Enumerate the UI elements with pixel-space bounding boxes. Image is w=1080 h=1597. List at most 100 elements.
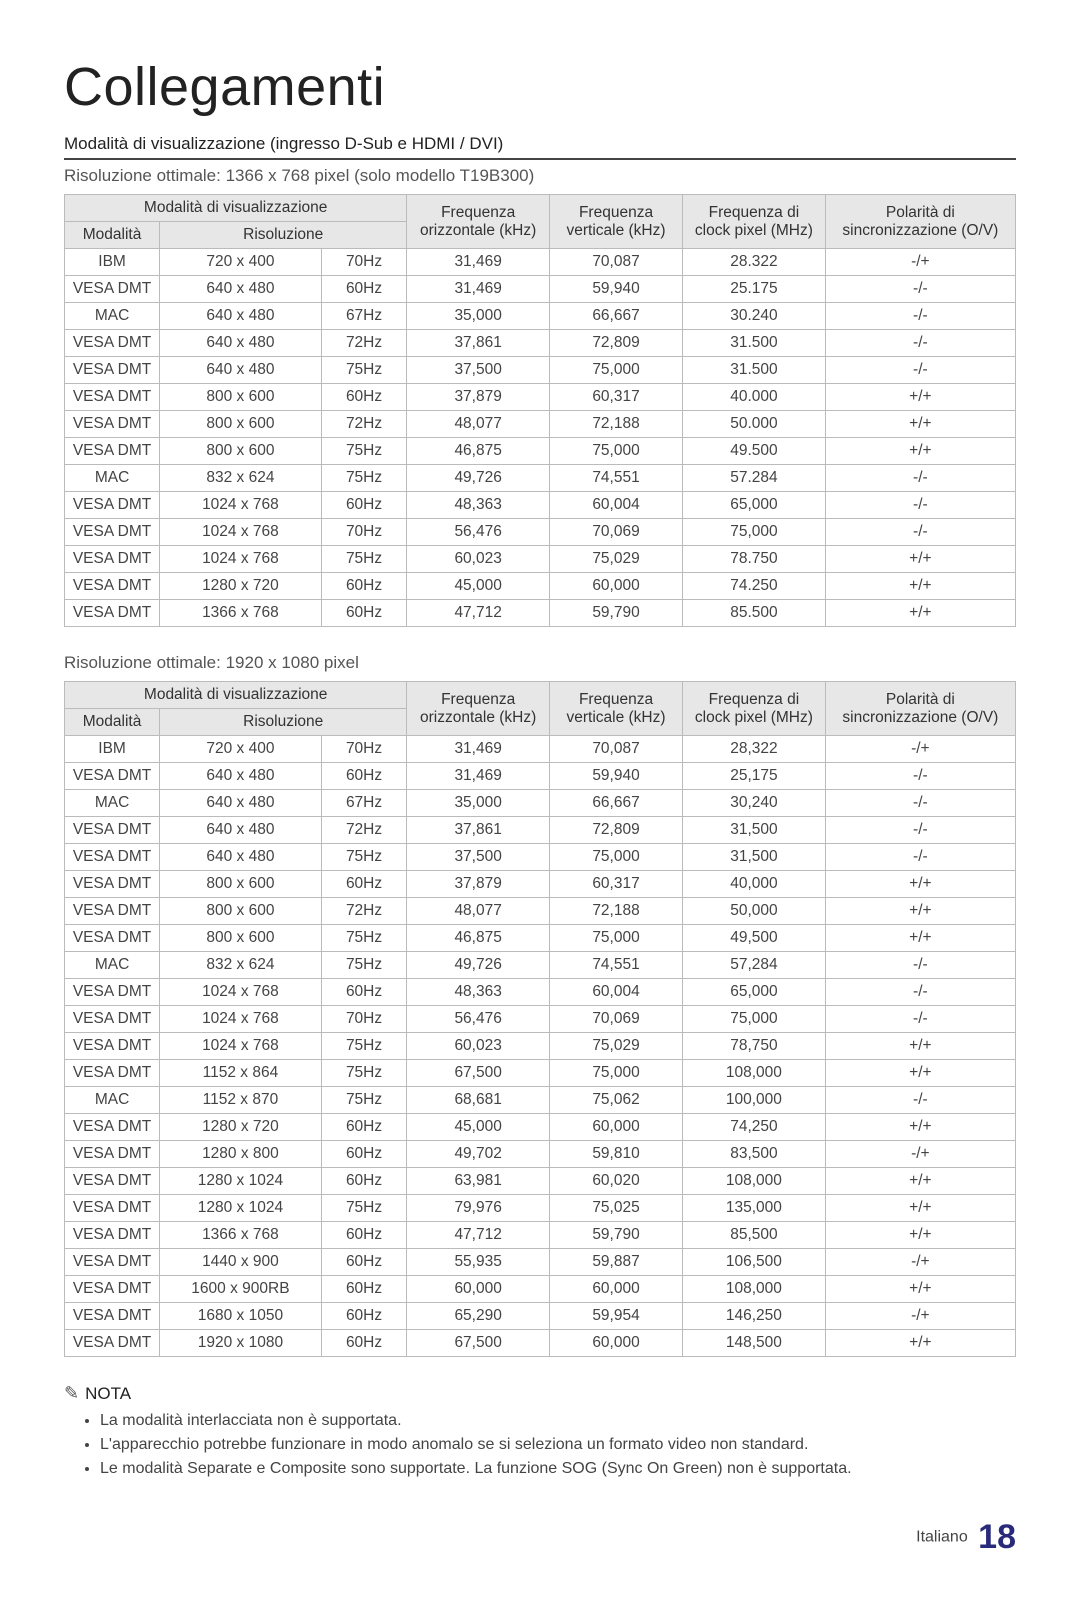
table-row: VESA DMT640 x 48072Hz37,86172,80931.500-… — [65, 330, 1016, 357]
table-cell: 78,750 — [683, 1033, 826, 1060]
table-cell: 72Hz — [321, 330, 407, 357]
table2-caption: Risoluzione ottimale: 1920 x 1080 pixel — [64, 653, 1016, 673]
table-cell: 1680 x 1050 — [160, 1303, 322, 1330]
table-cell: 108,000 — [683, 1276, 826, 1303]
table-cell: VESA DMT — [65, 384, 160, 411]
table-cell: -/- — [825, 1087, 1015, 1114]
table-row: VESA DMT1152 x 86475Hz67,50075,000108,00… — [65, 1060, 1016, 1087]
table-cell: 85,500 — [683, 1222, 826, 1249]
table-cell: 50.000 — [683, 411, 826, 438]
table-row: MAC640 x 48067Hz35,00066,66730,240-/- — [65, 790, 1016, 817]
page-footer: Italiano 18 — [64, 1518, 1016, 1557]
table-cell: 75Hz — [321, 1087, 407, 1114]
table-cell: 75Hz — [321, 546, 407, 573]
table-cell: +/+ — [825, 1114, 1015, 1141]
table-cell: +/+ — [825, 1330, 1015, 1357]
table1-body: IBM720 x 40070Hz31,46970,08728.322-/+VES… — [65, 249, 1016, 627]
table-row: MAC832 x 62475Hz49,72674,55157,284-/- — [65, 952, 1016, 979]
table-cell: 640 x 480 — [160, 303, 322, 330]
table-cell: +/+ — [825, 1168, 1015, 1195]
table-cell: 1600 x 900RB — [160, 1276, 322, 1303]
table-cell: 46,875 — [407, 925, 550, 952]
table-row: VESA DMT1366 x 76860Hz47,71259,79085,500… — [65, 1222, 1016, 1249]
table-cell: 46,875 — [407, 438, 550, 465]
table-cell: 70Hz — [321, 249, 407, 276]
table-cell: 75,000 — [549, 844, 682, 871]
nota-list: La modalità interlacciata non è supporta… — [100, 1412, 1016, 1478]
table-cell: VESA DMT — [65, 1168, 160, 1195]
th-fh-2: Frequenza orizzontale (kHz) — [407, 682, 550, 736]
table-cell: 60Hz — [321, 1276, 407, 1303]
table-cell: 72,188 — [549, 898, 682, 925]
nota-item: La modalità interlacciata non è supporta… — [100, 1412, 1016, 1430]
table-cell: 1366 x 768 — [160, 600, 322, 627]
table-cell: 60,004 — [549, 492, 682, 519]
table-row: VESA DMT1280 x 72060Hz45,00060,00074,250… — [65, 1114, 1016, 1141]
table1-head: Modalità di visualizzazione Frequenza or… — [65, 195, 1016, 249]
table-cell: 67,500 — [407, 1060, 550, 1087]
table-cell: 85.500 — [683, 600, 826, 627]
table-cell: 31,469 — [407, 736, 550, 763]
table-cell: 31.500 — [683, 330, 826, 357]
table-cell: 59,790 — [549, 1222, 682, 1249]
table-row: VESA DMT1680 x 105060Hz65,29059,954146,2… — [65, 1303, 1016, 1330]
table-cell: 75Hz — [321, 925, 407, 952]
table-cell: 135,000 — [683, 1195, 826, 1222]
table-cell: 640 x 480 — [160, 357, 322, 384]
table-cell: VESA DMT — [65, 411, 160, 438]
table-cell: +/+ — [825, 1195, 1015, 1222]
table-cell: 640 x 480 — [160, 790, 322, 817]
table-cell: 70Hz — [321, 519, 407, 546]
table-cell: 74,250 — [683, 1114, 826, 1141]
table-cell: VESA DMT — [65, 898, 160, 925]
table-cell: 800 x 600 — [160, 925, 322, 952]
table-cell: 25.175 — [683, 276, 826, 303]
table-cell: VESA DMT — [65, 1060, 160, 1087]
table-cell: -/- — [825, 357, 1015, 384]
th-mode: Modalità — [65, 222, 160, 249]
table-cell: 1280 x 720 — [160, 573, 322, 600]
table-cell: 74.250 — [683, 573, 826, 600]
table-cell: 75Hz — [321, 844, 407, 871]
table-row: VESA DMT1280 x 102460Hz63,98160,020108,0… — [65, 1168, 1016, 1195]
table-cell: 832 x 624 — [160, 465, 322, 492]
table-cell: VESA DMT — [65, 600, 160, 627]
table-row: VESA DMT640 x 48072Hz37,86172,80931,500-… — [65, 817, 1016, 844]
table-cell: VESA DMT — [65, 492, 160, 519]
table-cell: VESA DMT — [65, 438, 160, 465]
table-cell: 72,809 — [549, 330, 682, 357]
table-cell: -/- — [825, 763, 1015, 790]
table-cell: VESA DMT — [65, 1303, 160, 1330]
table-cell: 30.240 — [683, 303, 826, 330]
table-row: IBM720 x 40070Hz31,46970,08728,322-/+ — [65, 736, 1016, 763]
table-cell: -/- — [825, 465, 1015, 492]
table-row: VESA DMT1280 x 72060Hz45,00060,00074.250… — [65, 573, 1016, 600]
table-cell: 60Hz — [321, 1141, 407, 1168]
table-cell: 72Hz — [321, 817, 407, 844]
nota-item: L'apparecchio potrebbe funzionare in mod… — [100, 1436, 1016, 1454]
table-cell: 640 x 480 — [160, 276, 322, 303]
table-cell: VESA DMT — [65, 1033, 160, 1060]
table-cell: 31,469 — [407, 249, 550, 276]
table-cell: 800 x 600 — [160, 411, 322, 438]
th-resolution: Risoluzione — [160, 222, 407, 249]
th-mode-2: Modalità — [65, 709, 160, 736]
table-cell: 25,175 — [683, 763, 826, 790]
table-cell: 37,879 — [407, 871, 550, 898]
table-cell: +/+ — [825, 546, 1015, 573]
table-cell: 60,023 — [407, 546, 550, 573]
table-cell: 60,000 — [549, 1276, 682, 1303]
table-cell: 1152 x 864 — [160, 1060, 322, 1087]
table-cell: 59,940 — [549, 276, 682, 303]
table-cell: 65,000 — [683, 492, 826, 519]
table-cell: VESA DMT — [65, 1249, 160, 1276]
table-row: VESA DMT1024 x 76875Hz60,02375,02978.750… — [65, 546, 1016, 573]
nota-label: NOTA — [85, 1384, 131, 1404]
table-cell: +/+ — [825, 1033, 1015, 1060]
table-cell: 75Hz — [321, 952, 407, 979]
table-cell: 49,500 — [683, 925, 826, 952]
table-cell: 75,000 — [549, 357, 682, 384]
table-cell: -/+ — [825, 1141, 1015, 1168]
table-cell: 1024 x 768 — [160, 1033, 322, 1060]
table-cell: VESA DMT — [65, 330, 160, 357]
